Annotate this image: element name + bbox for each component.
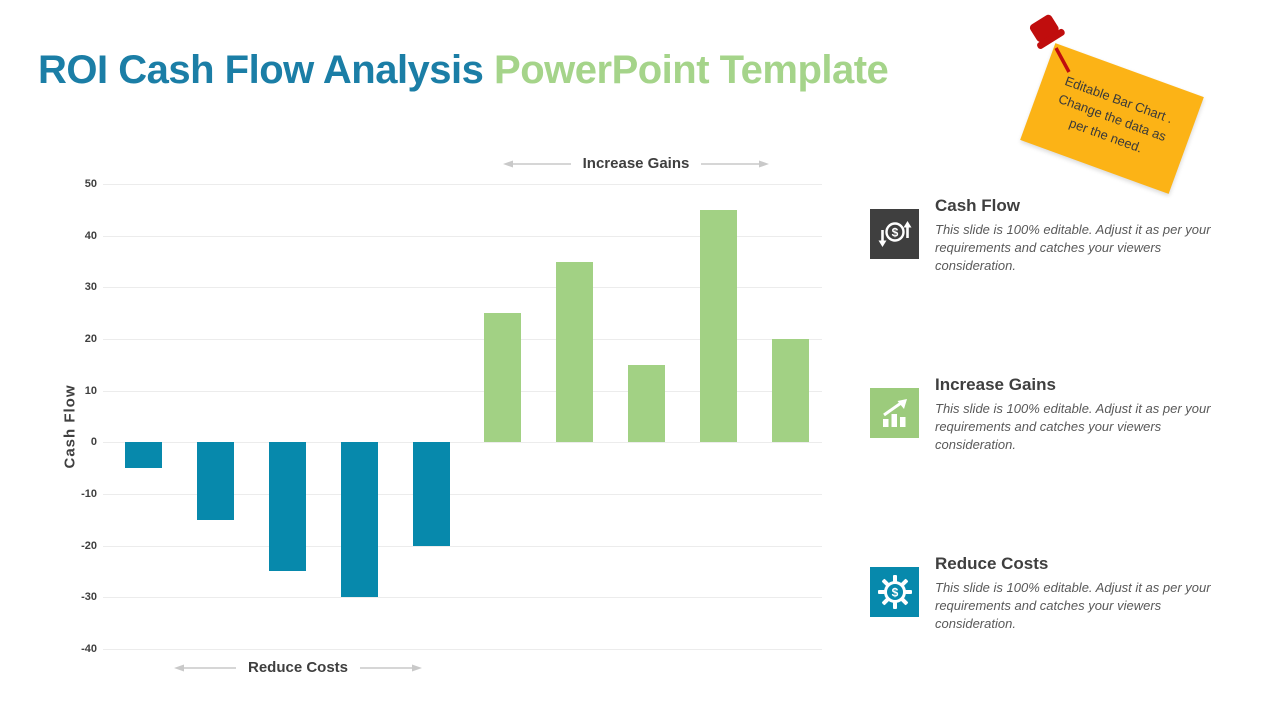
y-tick-label: 0: [90, 436, 97, 449]
gridline: [103, 390, 822, 392]
increase-gains-label: Increase Gains: [582, 155, 690, 172]
bar-cost-1: [196, 442, 234, 520]
y-tick-label: 30: [84, 281, 97, 294]
y-axis-title: Cash Flow: [61, 384, 79, 469]
right-arrow-icon: [360, 664, 423, 671]
reduce-costs-annotation: Reduce Costs: [158, 659, 438, 676]
gridline: [103, 597, 822, 599]
gridline: [103, 494, 822, 495]
section-title: Increase Gains: [935, 375, 1056, 394]
y-tick-label: 50: [84, 178, 97, 190]
svg-text:$: $: [891, 226, 898, 240]
gridline: [103, 235, 822, 237]
y-tick-label: -30: [81, 591, 97, 604]
section-body: This slide is 100% editable. Adjust it a…: [935, 401, 1211, 452]
title-primary: ROI Cash Flow Analysis: [38, 48, 495, 92]
gridline: [103, 184, 822, 185]
gridline: [103, 442, 822, 444]
gridline: [103, 287, 822, 289]
section-body: This slide is 100% editable. Adjust it a…: [935, 222, 1211, 273]
reduce-costs-label: Reduce Costs: [247, 659, 349, 676]
gridline: [103, 545, 822, 547]
bar-cost-2: [268, 442, 306, 572]
left-arrow-icon: [173, 664, 236, 671]
bar-gain-7: [628, 364, 666, 443]
y-tick-label: -40: [81, 643, 97, 655]
gear-dollar-icon: $: [870, 567, 919, 617]
right-arrow-icon: [701, 160, 770, 167]
sidebar-item-increase-gains: Increase Gains This slide is 100% editab…: [870, 375, 1222, 454]
section-body: This slide is 100% editable. Adjust it a…: [935, 580, 1211, 631]
bar-gain-6: [556, 261, 594, 443]
y-tick-label: 10: [84, 384, 97, 397]
money-exchange-icon: $: [870, 209, 919, 259]
bar-cost-4: [412, 442, 450, 546]
gridline: [103, 649, 822, 650]
sticky-note-text: Editable Bar Chart . Change the data as …: [1049, 73, 1175, 165]
increase-gains-annotation: Increase Gains: [491, 155, 781, 172]
svg-text:$: $: [891, 586, 898, 600]
bar-cost-3: [340, 442, 378, 598]
section-title: Cash Flow: [935, 196, 1021, 215]
sidebar-item-cash-flow: $ Cash Flow This slide is 100% editable.…: [870, 196, 1222, 275]
growth-chart-icon: [870, 388, 919, 438]
bar-gain-9: [772, 339, 809, 443]
bar-gain-8: [700, 209, 738, 443]
push-pin-icon: [1029, 14, 1071, 73]
title-secondary: PowerPoint Template: [494, 48, 889, 92]
bar-cost-0: [125, 442, 162, 469]
y-tick-label: -20: [81, 539, 97, 552]
section-title: Reduce Costs: [935, 554, 1049, 573]
sidebar-item-reduce-costs: $ Reduce Costs This slide is 100% editab…: [870, 554, 1222, 633]
y-tick-label: 20: [84, 333, 97, 345]
y-tick-label: -10: [81, 488, 97, 500]
gridline: [103, 339, 822, 340]
bar-gain-5: [484, 313, 522, 443]
y-tick-label: 40: [84, 229, 97, 242]
left-arrow-icon: [502, 160, 571, 167]
page-title: ROI Cash Flow Analysis PowerPoint Templa…: [38, 48, 889, 93]
